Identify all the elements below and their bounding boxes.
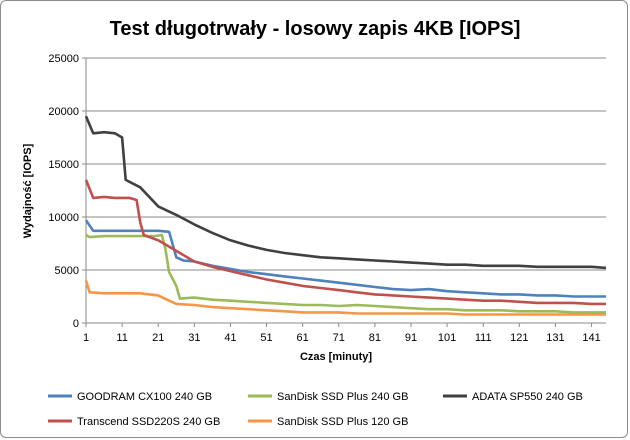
y-tick-label: 10000 bbox=[48, 212, 79, 224]
legend-label: ADATA SP550 240 GB bbox=[472, 391, 583, 403]
legend: GOODRAM CX100 240 GB SanDisk SSD Plus 240… bbox=[48, 391, 583, 428]
y-tick-label: 0 bbox=[73, 318, 79, 330]
y-tick-label: 15000 bbox=[48, 159, 79, 171]
x-tick-label: 11 bbox=[116, 332, 127, 344]
chart-title: Test długotrwały - losowy zapis 4KB [IOP… bbox=[110, 18, 521, 40]
x-tick-label: 71 bbox=[333, 332, 345, 344]
x-tick-label: 81 bbox=[369, 332, 381, 344]
x-tick-label: 121 bbox=[510, 332, 528, 344]
y-tick-label: 20000 bbox=[48, 106, 79, 118]
series-line-3 bbox=[84, 179, 606, 306]
series-lines bbox=[84, 115, 607, 316]
x-tick-label: 131 bbox=[546, 332, 564, 344]
series-line-0 bbox=[84, 219, 606, 298]
legend-label: SanDisk SSD Plus 120 GB bbox=[277, 416, 408, 428]
x-tick-label: 61 bbox=[297, 332, 309, 344]
legend-label: SanDisk SSD Plus 240 GB bbox=[277, 391, 408, 403]
x-axis-title: Czas [minuty] bbox=[300, 351, 372, 363]
x-tick-label: 141 bbox=[582, 332, 600, 344]
x-tick-label: 51 bbox=[260, 332, 272, 344]
series-line-1 bbox=[85, 233, 606, 314]
x-tick-label: 91 bbox=[405, 332, 417, 344]
x-tick-label: 1 bbox=[83, 332, 89, 344]
series-line-2 bbox=[84, 115, 607, 270]
x-tick-label: 111 bbox=[475, 332, 492, 344]
y-tick-label: 5000 bbox=[55, 265, 79, 277]
legend-label: Transcend SSD220S 240 GB bbox=[77, 416, 220, 428]
x-tick-label: 101 bbox=[438, 332, 456, 344]
series-line-4 bbox=[84, 280, 606, 316]
gridlines bbox=[86, 57, 606, 271]
x-tick-label: 21 bbox=[152, 332, 164, 344]
y-tick-label: 25000 bbox=[48, 53, 79, 65]
x-tick-label: 41 bbox=[224, 332, 236, 344]
x-tick-label: 31 bbox=[188, 332, 200, 344]
legend-label: GOODRAM CX100 240 GB bbox=[77, 391, 212, 403]
y-axis-title: Wydajność [IOPS] bbox=[22, 143, 34, 238]
